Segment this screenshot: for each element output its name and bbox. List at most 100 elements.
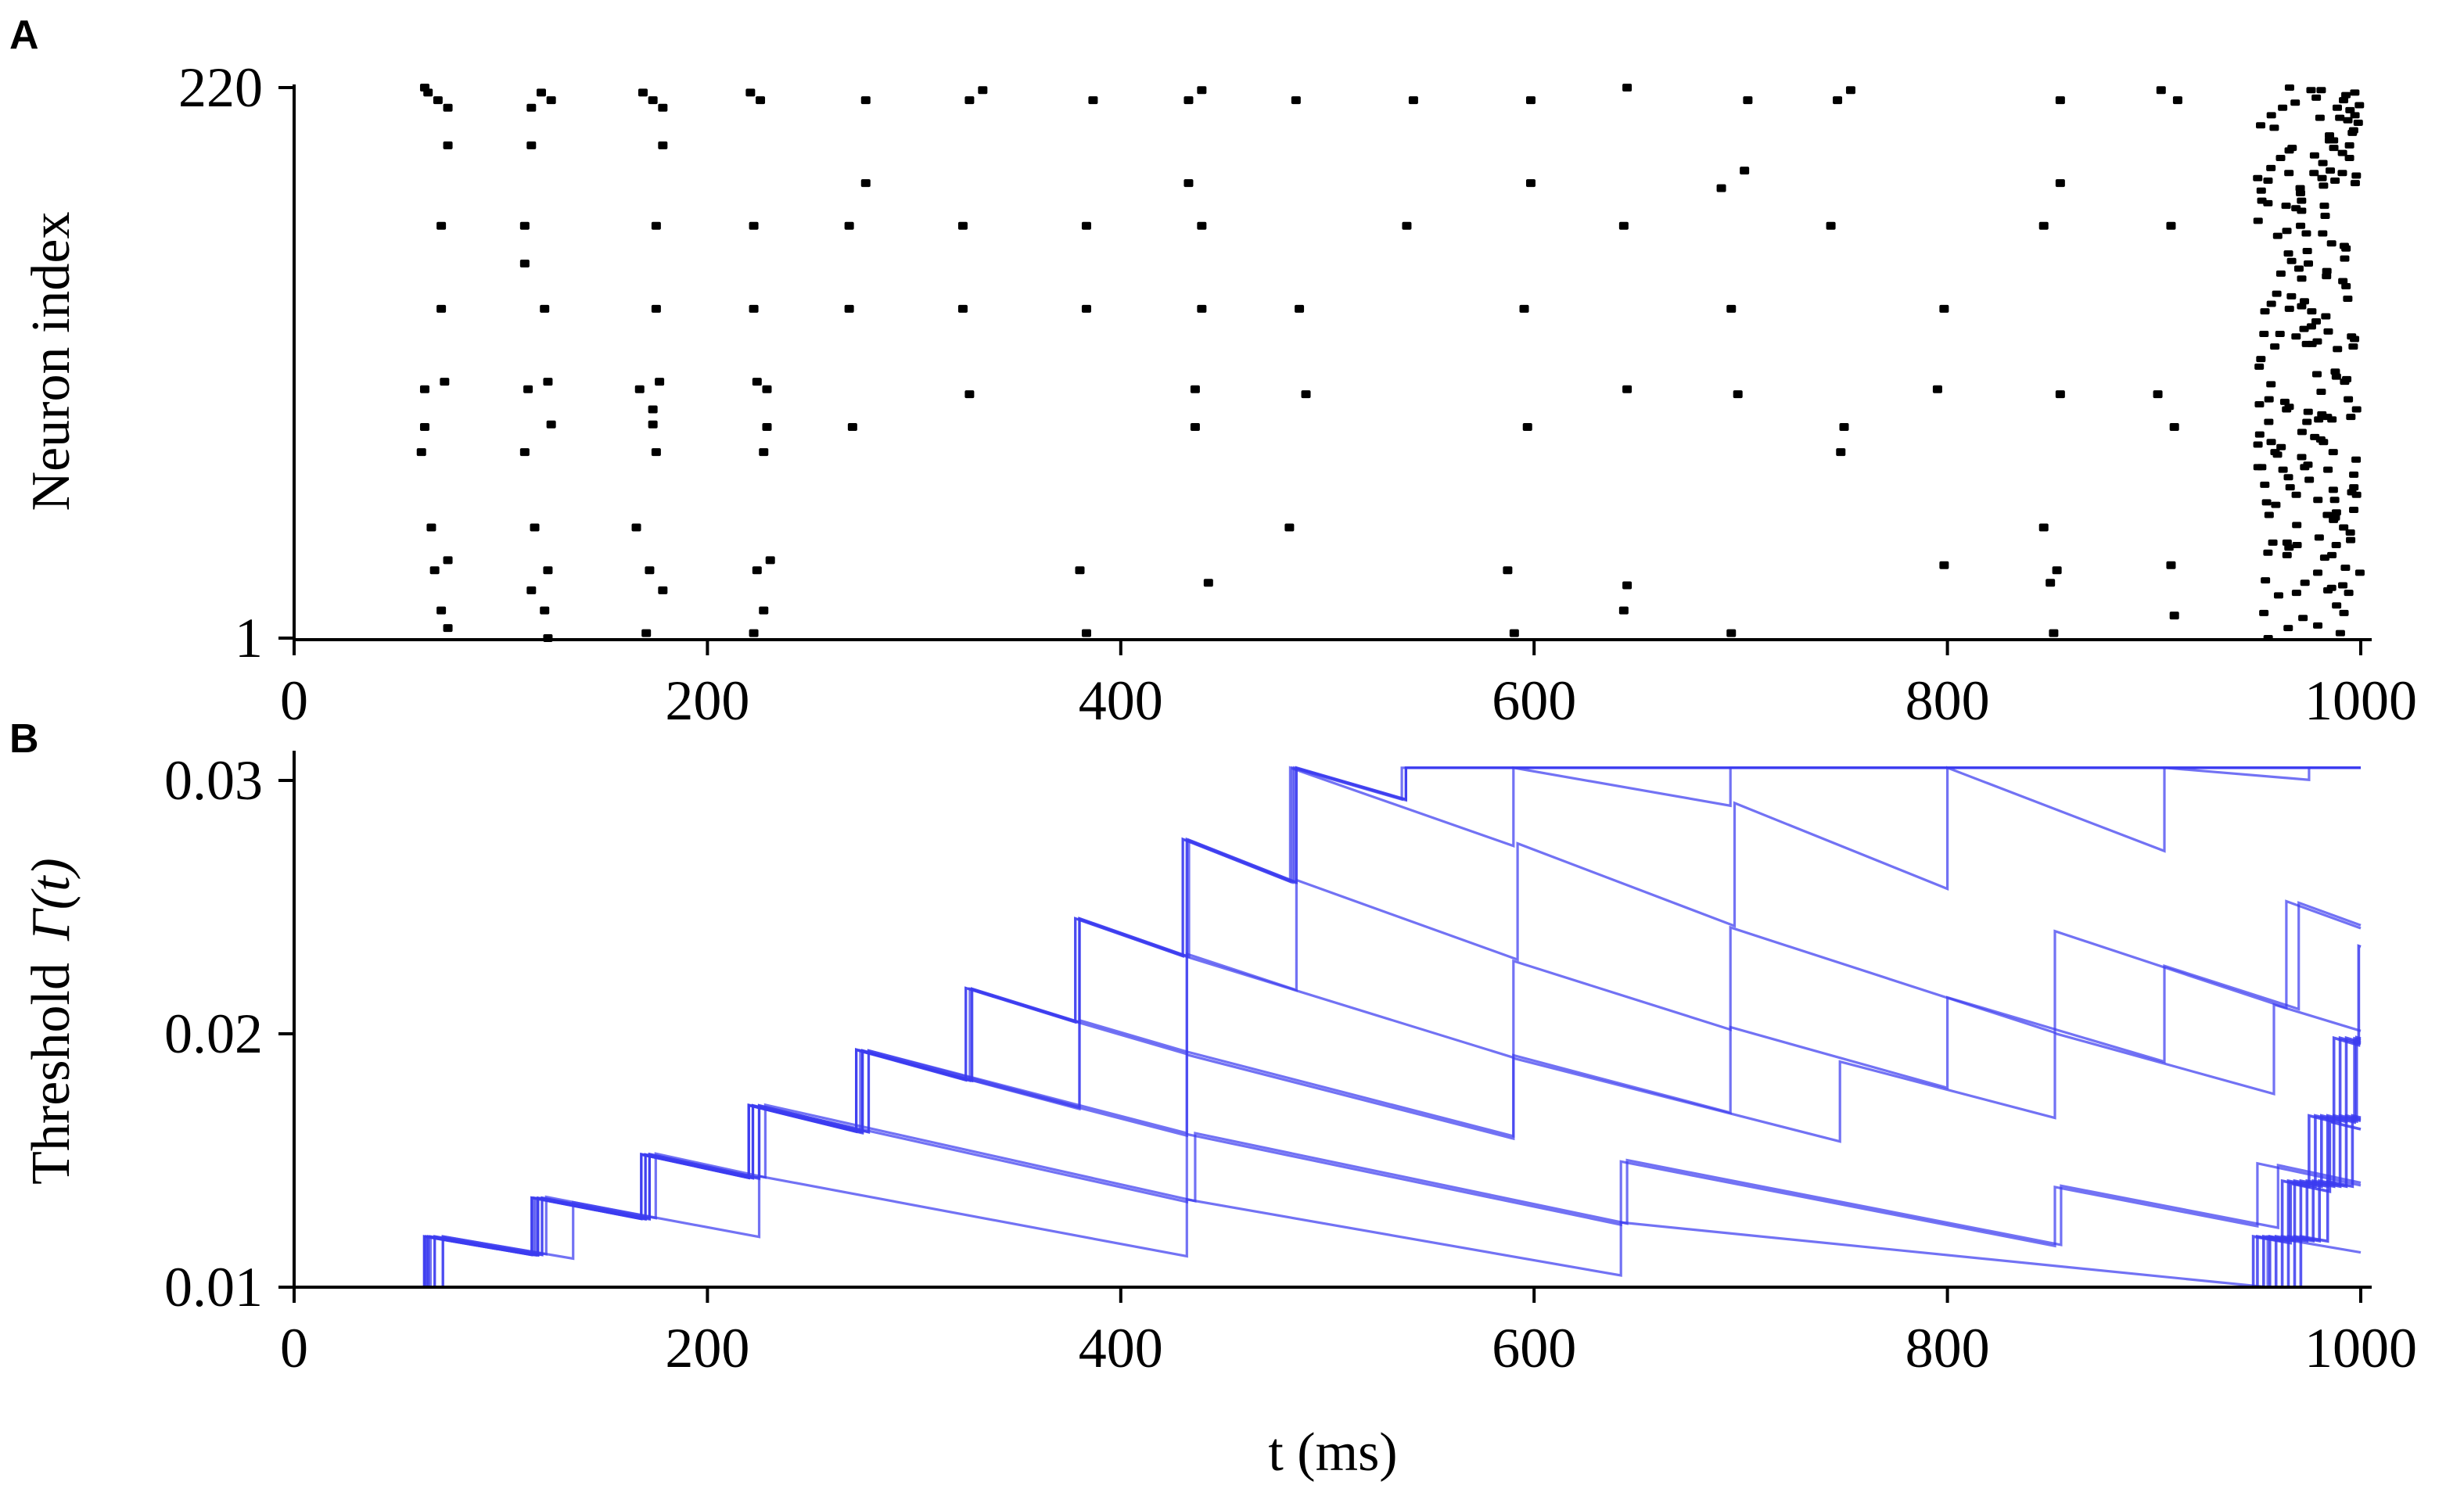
spike-dot: [2291, 333, 2301, 340]
spike-dot: [765, 556, 775, 565]
spike-dot: [2295, 185, 2305, 192]
spike-dot: [2341, 282, 2351, 289]
spike-dot: [419, 385, 429, 393]
spike-dot: [443, 556, 453, 565]
spike-dot: [1190, 385, 1200, 393]
spike-dot: [2323, 328, 2333, 335]
spike-dot: [2254, 401, 2265, 408]
spike-dot: [2259, 609, 2269, 616]
spike-dot: [546, 420, 556, 429]
threshold-y-axis-label: Threshold Γ(t): [21, 858, 81, 1185]
spike-dot: [1284, 523, 1295, 532]
spike-dot: [2257, 464, 2267, 471]
threshold-trace: [294, 899, 2362, 1289]
spike-dot: [543, 378, 553, 386]
threshold-x-tick-label: 0: [280, 1317, 308, 1379]
spike-dot: [2169, 422, 2179, 431]
spike-dot: [749, 221, 759, 230]
spike-dot: [1622, 84, 1632, 91]
spike-dot: [2264, 511, 2274, 518]
spike-dot: [2330, 368, 2340, 375]
spike-dot: [2348, 127, 2358, 134]
spike-dot: [2261, 577, 2271, 584]
spike-dot: [2309, 152, 2319, 159]
spike-dot: [648, 420, 658, 429]
spike-dot: [1081, 221, 1091, 230]
raster-ticks: 0 200 400 600 800 1000 1 220: [178, 56, 2417, 732]
spike-dot: [1525, 96, 1536, 105]
spike-dot: [2038, 523, 2049, 532]
spike-dot: [2307, 308, 2317, 315]
spike-dot: [2172, 96, 2182, 105]
spike-dot: [759, 448, 769, 457]
spike-dot: [2259, 331, 2269, 338]
spike-dot: [1081, 629, 1091, 637]
spike-dot: [2341, 91, 2351, 99]
spike-dot: [1295, 304, 1305, 313]
spike-dot: [2314, 534, 2324, 541]
spike-dot: [2320, 212, 2330, 219]
spike-dot: [2321, 313, 2331, 320]
spike-dot: [526, 103, 537, 112]
panel-label-b: B: [9, 716, 39, 762]
spike-dot: [2275, 331, 2285, 338]
spike-dot: [2349, 472, 2359, 479]
spike-dot: [756, 96, 766, 105]
spike-dot: [2342, 375, 2352, 382]
spike-dot: [519, 221, 530, 230]
threshold-y-tick-label: 0.03: [164, 749, 263, 812]
spike-dot: [2260, 308, 2270, 315]
spike-dot: [2347, 489, 2357, 496]
spike-dot: [2293, 265, 2304, 272]
spike-dot: [645, 566, 655, 575]
spike-dot: [2332, 104, 2342, 111]
spike-dot: [2317, 411, 2327, 418]
spike-dot: [1932, 385, 1942, 393]
threshold-x-tick-label: 600: [1492, 1317, 1576, 1379]
threshold-trace: [294, 1114, 2362, 1289]
spike-dot: [2263, 177, 2273, 184]
spike-dot: [2284, 305, 2294, 312]
spike-dot: [1622, 581, 1632, 590]
raster-x-tick-label: 0: [280, 669, 308, 732]
spike-dot: [2319, 182, 2329, 189]
threshold-y-axis-label-symbol: Γ(t): [21, 858, 81, 942]
spike-dot: [1197, 304, 1207, 313]
spike-dot: [2351, 456, 2362, 463]
threshold-trace: [294, 944, 2362, 1289]
spike-dot: [2329, 497, 2340, 504]
panel-label-a: A: [9, 13, 39, 58]
spike-dot: [436, 304, 447, 313]
spike-dot: [847, 422, 857, 431]
spike-dot: [519, 448, 530, 457]
spike-dot: [2169, 612, 2179, 620]
threshold-x-tick-label: 1000: [2304, 1317, 2417, 1379]
spike-dot: [658, 103, 668, 112]
spike-dot: [2297, 303, 2307, 310]
threshold-y-tick-label: 0.01: [164, 1256, 263, 1318]
spike-dot: [2275, 155, 2286, 162]
spike-dot: [419, 84, 429, 91]
spike-dot: [2347, 333, 2357, 340]
spike-dot: [1197, 221, 1207, 230]
spike-dot: [1402, 221, 1412, 230]
threshold-trace: [294, 901, 2362, 1289]
spike-dot: [2282, 551, 2292, 558]
spike-dot: [752, 566, 762, 575]
spike-dot: [2052, 566, 2062, 575]
threshold-x-tick-label: 400: [1079, 1317, 1163, 1379]
spike-dot: [2256, 187, 2266, 194]
spike-dot: [1301, 390, 1311, 399]
spike-dot: [2340, 564, 2351, 571]
spike-dot: [2253, 441, 2263, 448]
spike-dot: [2330, 514, 2340, 521]
spike-dot: [1525, 179, 1536, 188]
spike-dot: [2311, 317, 2322, 325]
spike-dot: [2339, 97, 2349, 104]
spike-dot: [443, 624, 453, 633]
spike-dot: [1726, 629, 1737, 637]
spike-dot: [526, 141, 537, 149]
spike-dot: [2313, 622, 2323, 629]
spike-dot: [860, 96, 871, 105]
spike-dot: [2292, 522, 2302, 529]
